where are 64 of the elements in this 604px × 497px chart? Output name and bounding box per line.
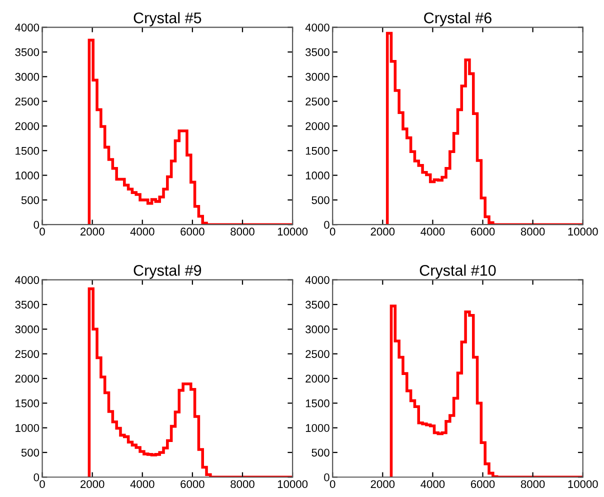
chart-title: Crystal #5: [134, 12, 202, 26]
y-tick-label: 2000: [15, 122, 40, 130]
x-tick-label: 8000: [230, 480, 254, 488]
y-tick-label: 3000: [15, 325, 40, 334]
y-tick-label: 3500: [15, 300, 40, 309]
y-tick-label: 3500: [306, 48, 330, 56]
x-tick-label: 4000: [130, 228, 154, 236]
y-tick-label: 4000: [15, 24, 40, 32]
y-tick-label: 0: [34, 473, 40, 482]
y-tick-label: 500: [312, 196, 330, 204]
y-tick-label: 1500: [306, 399, 330, 408]
y-tick-label: 1000: [16, 424, 40, 432]
y-tick-label: 2500: [15, 350, 40, 358]
x-tick-label: 10000: [278, 228, 308, 236]
y-tick-label: 500: [21, 448, 40, 457]
x-tick-label: 8000: [520, 228, 545, 236]
y-tick-label: 3500: [15, 48, 40, 56]
x-tick-label: 6000: [180, 228, 204, 236]
x-tick-label: 0: [40, 480, 45, 488]
y-tick-label: 0: [324, 220, 330, 229]
y-tick-label: 500: [21, 196, 40, 204]
x-tick-label: 10000: [568, 480, 598, 488]
y-tick-label: 2000: [306, 374, 330, 383]
y-tick-label: 0: [34, 220, 40, 229]
x-tick-label: 6000: [470, 228, 495, 236]
x-tick-label: 2000: [370, 480, 395, 488]
x-tick-label: 10000: [278, 480, 308, 488]
chart-title: Crystal #10: [420, 264, 496, 279]
x-tick-label: 0: [330, 480, 336, 488]
x-tick-label: 0: [40, 228, 45, 236]
x-tick-label: 10000: [568, 228, 598, 236]
x-tick-label: 2000: [80, 228, 104, 236]
x-tick-label: 2000: [370, 228, 395, 236]
y-tick-label: 4000: [305, 24, 330, 32]
y-tick-label: 3000: [306, 325, 330, 334]
x-tick-label: 2000: [80, 480, 104, 488]
y-tick-label: 4000: [305, 276, 330, 284]
y-tick-label: 0: [324, 473, 330, 482]
y-tick-label: 1500: [16, 399, 40, 408]
x-tick-label: 4000: [130, 480, 154, 488]
chart-title: Crystal #9: [134, 264, 202, 279]
y-tick-label: 1000: [306, 424, 330, 432]
chart-title: Crystal #6: [424, 12, 492, 26]
x-tick-label: 4000: [420, 480, 445, 488]
y-tick-label: 1000: [306, 172, 330, 180]
y-tick-label: 2500: [15, 98, 40, 106]
y-tick-label: 500: [312, 448, 330, 457]
x-tick-label: 6000: [470, 480, 495, 488]
y-tick-label: 3500: [306, 300, 330, 309]
x-tick-label: 6000: [180, 480, 204, 488]
x-tick-label: 8000: [230, 228, 254, 236]
y-tick-label: 4000: [15, 276, 40, 284]
y-tick-label: 1500: [306, 146, 330, 155]
y-tick-label: 3000: [306, 72, 330, 81]
x-tick-label: 8000: [520, 480, 545, 488]
y-tick-label: 1500: [16, 146, 40, 155]
x-tick-label: 0: [330, 228, 336, 236]
y-tick-label: 2000: [306, 122, 330, 130]
x-tick-label: 4000: [420, 228, 445, 236]
y-tick-label: 2500: [306, 350, 330, 358]
y-tick-label: 2500: [306, 98, 330, 106]
y-tick-label: 1000: [16, 172, 40, 180]
y-tick-label: 3000: [15, 72, 40, 81]
y-tick-label: 2000: [15, 374, 40, 383]
